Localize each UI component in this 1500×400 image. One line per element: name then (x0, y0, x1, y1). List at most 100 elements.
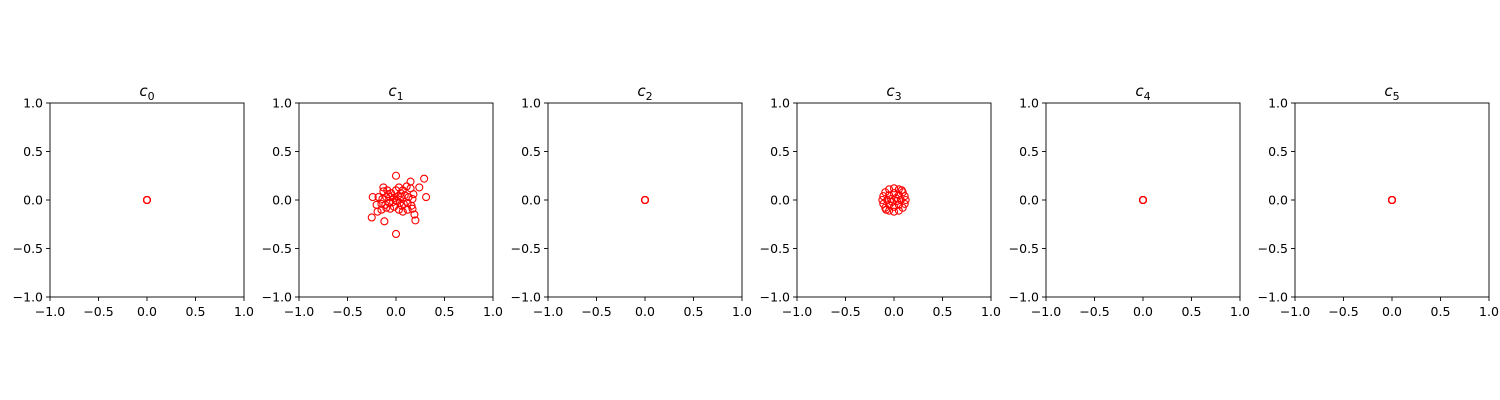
subplot-c0: c0 −1.0 −0.5 0.0 0.5 1.0 −1.0 −0.5 0.0 0.5 1.0 (13, 82, 254, 319)
data-point (368, 193, 377, 202)
data-point (374, 193, 383, 202)
data-point (887, 194, 896, 204)
y-tick-label: 0.0 (1268, 193, 1288, 208)
x-tick-label: 0.0 (386, 304, 406, 319)
data-point (380, 217, 389, 226)
x-tick-label: 1.0 (1230, 304, 1250, 319)
data-point (894, 206, 903, 215)
x-tick-label: 1.0 (981, 304, 1001, 319)
data-point (422, 193, 431, 202)
x-tick-label: 0.0 (1382, 304, 1402, 319)
y-tick-label: 0.0 (272, 193, 292, 208)
data-point (408, 204, 417, 213)
title-base: c (139, 82, 148, 100)
plot-frame (547, 102, 743, 298)
data-point (400, 191, 409, 200)
data-point (397, 201, 406, 210)
x-tick-label: 0.5 (684, 304, 704, 319)
x-tick-label: −1.0 (782, 304, 812, 319)
x-tick-label: −1.0 (533, 304, 563, 319)
data-point (878, 195, 887, 205)
x-tick-label: 0.0 (884, 304, 904, 319)
x-tick-label: −1.0 (284, 304, 314, 319)
data-point (396, 189, 405, 198)
y-tick-label: 0.5 (521, 144, 541, 159)
data-point (411, 216, 420, 225)
title-subscript: 2 (646, 90, 653, 103)
y-tick-label: −1.0 (262, 290, 292, 305)
data-point (391, 195, 401, 205)
subplot-c2: c2 −1.0 −0.5 0.0 0.5 1.0 −1.0 −0.5 0.0 0.5 1.0 (511, 82, 752, 319)
data-point (885, 191, 894, 200)
data-point (391, 171, 401, 180)
y-tick-label: 0.5 (1268, 144, 1288, 159)
data-point (373, 207, 382, 216)
x-tick-label: −0.5 (83, 304, 113, 319)
data-point (894, 200, 903, 209)
y-tick-label: 1.0 (521, 96, 541, 111)
title-base: c (1135, 82, 1144, 100)
data-point (1138, 195, 1148, 205)
title-subscript: 5 (1393, 90, 1400, 103)
data-point (889, 184, 899, 193)
data-point (377, 205, 386, 214)
x-tick-label: 0.5 (186, 304, 206, 319)
data-point (367, 213, 376, 222)
plot-frame (49, 102, 245, 298)
y-tick-label: 1.0 (23, 96, 43, 111)
data-point (382, 203, 391, 212)
y-tick-label: −1.0 (760, 290, 790, 305)
y-tick-label: −0.5 (1009, 241, 1039, 256)
y-tick-label: 0.5 (770, 144, 790, 159)
x-tick-label: 0.5 (933, 304, 953, 319)
x-tick-label: 1.0 (483, 304, 503, 319)
plot-frame (1045, 102, 1241, 298)
data-point (406, 177, 415, 186)
x-tick-label: −0.5 (1079, 304, 1109, 319)
data-point (1387, 195, 1397, 205)
x-tick-label: −0.5 (1328, 304, 1358, 319)
subplot-c1: c1 −1.0 −0.5 0.0 0.5 1.0 −1.0 −0.5 0.0 0.5 1.0 (262, 82, 503, 319)
x-tick-label: 1.0 (732, 304, 752, 319)
data-point (391, 229, 401, 238)
subplot-c3: c3 −1.0 −0.5 0.0 0.5 1.0 −1.0 −0.5 0.0 0.5 1.0 (760, 82, 1001, 319)
data-point (883, 195, 892, 205)
x-tick-label: 1.0 (234, 304, 254, 319)
y-tick-label: 1.0 (770, 96, 790, 111)
data-point (897, 186, 906, 195)
data-point (640, 195, 650, 205)
subplot-title: c0 (139, 82, 154, 103)
data-point (901, 195, 910, 205)
data-point (142, 195, 152, 205)
y-tick-label: 1.0 (1268, 96, 1288, 111)
data-point (889, 207, 899, 216)
data-point (404, 193, 413, 202)
y-tick-label: 1.0 (272, 96, 292, 111)
data-point (377, 199, 386, 208)
y-tick-label: 0.0 (521, 193, 541, 208)
y-tick-label: 0.5 (272, 144, 292, 159)
y-tick-label: −0.5 (13, 241, 43, 256)
data-point (896, 195, 905, 205)
data-point (384, 190, 393, 199)
title-subscript: 0 (148, 90, 155, 103)
y-tick-label: −0.5 (1258, 241, 1288, 256)
title-subscript: 1 (397, 90, 404, 103)
y-tick-label: −0.5 (511, 241, 541, 256)
plot-frame (1294, 102, 1490, 298)
data-point (386, 204, 395, 213)
y-tick-label: −1.0 (511, 290, 541, 305)
data-point (882, 205, 891, 214)
x-tick-label: 0.0 (137, 304, 157, 319)
x-tick-label: 1.0 (1479, 304, 1499, 319)
title-base: c (388, 82, 397, 100)
x-tick-label: −1.0 (1031, 304, 1061, 319)
y-tick-label: −1.0 (1258, 290, 1288, 305)
title-base: c (637, 82, 646, 100)
y-tick-label: 0.0 (23, 193, 43, 208)
y-tick-label: −1.0 (13, 290, 43, 305)
data-point (885, 185, 894, 194)
title-subscript: 3 (895, 90, 902, 103)
subplot-c5: c5 −1.0 −0.5 0.0 0.5 1.0 −1.0 −0.5 0.0 0.5 1.0 (1258, 82, 1499, 319)
